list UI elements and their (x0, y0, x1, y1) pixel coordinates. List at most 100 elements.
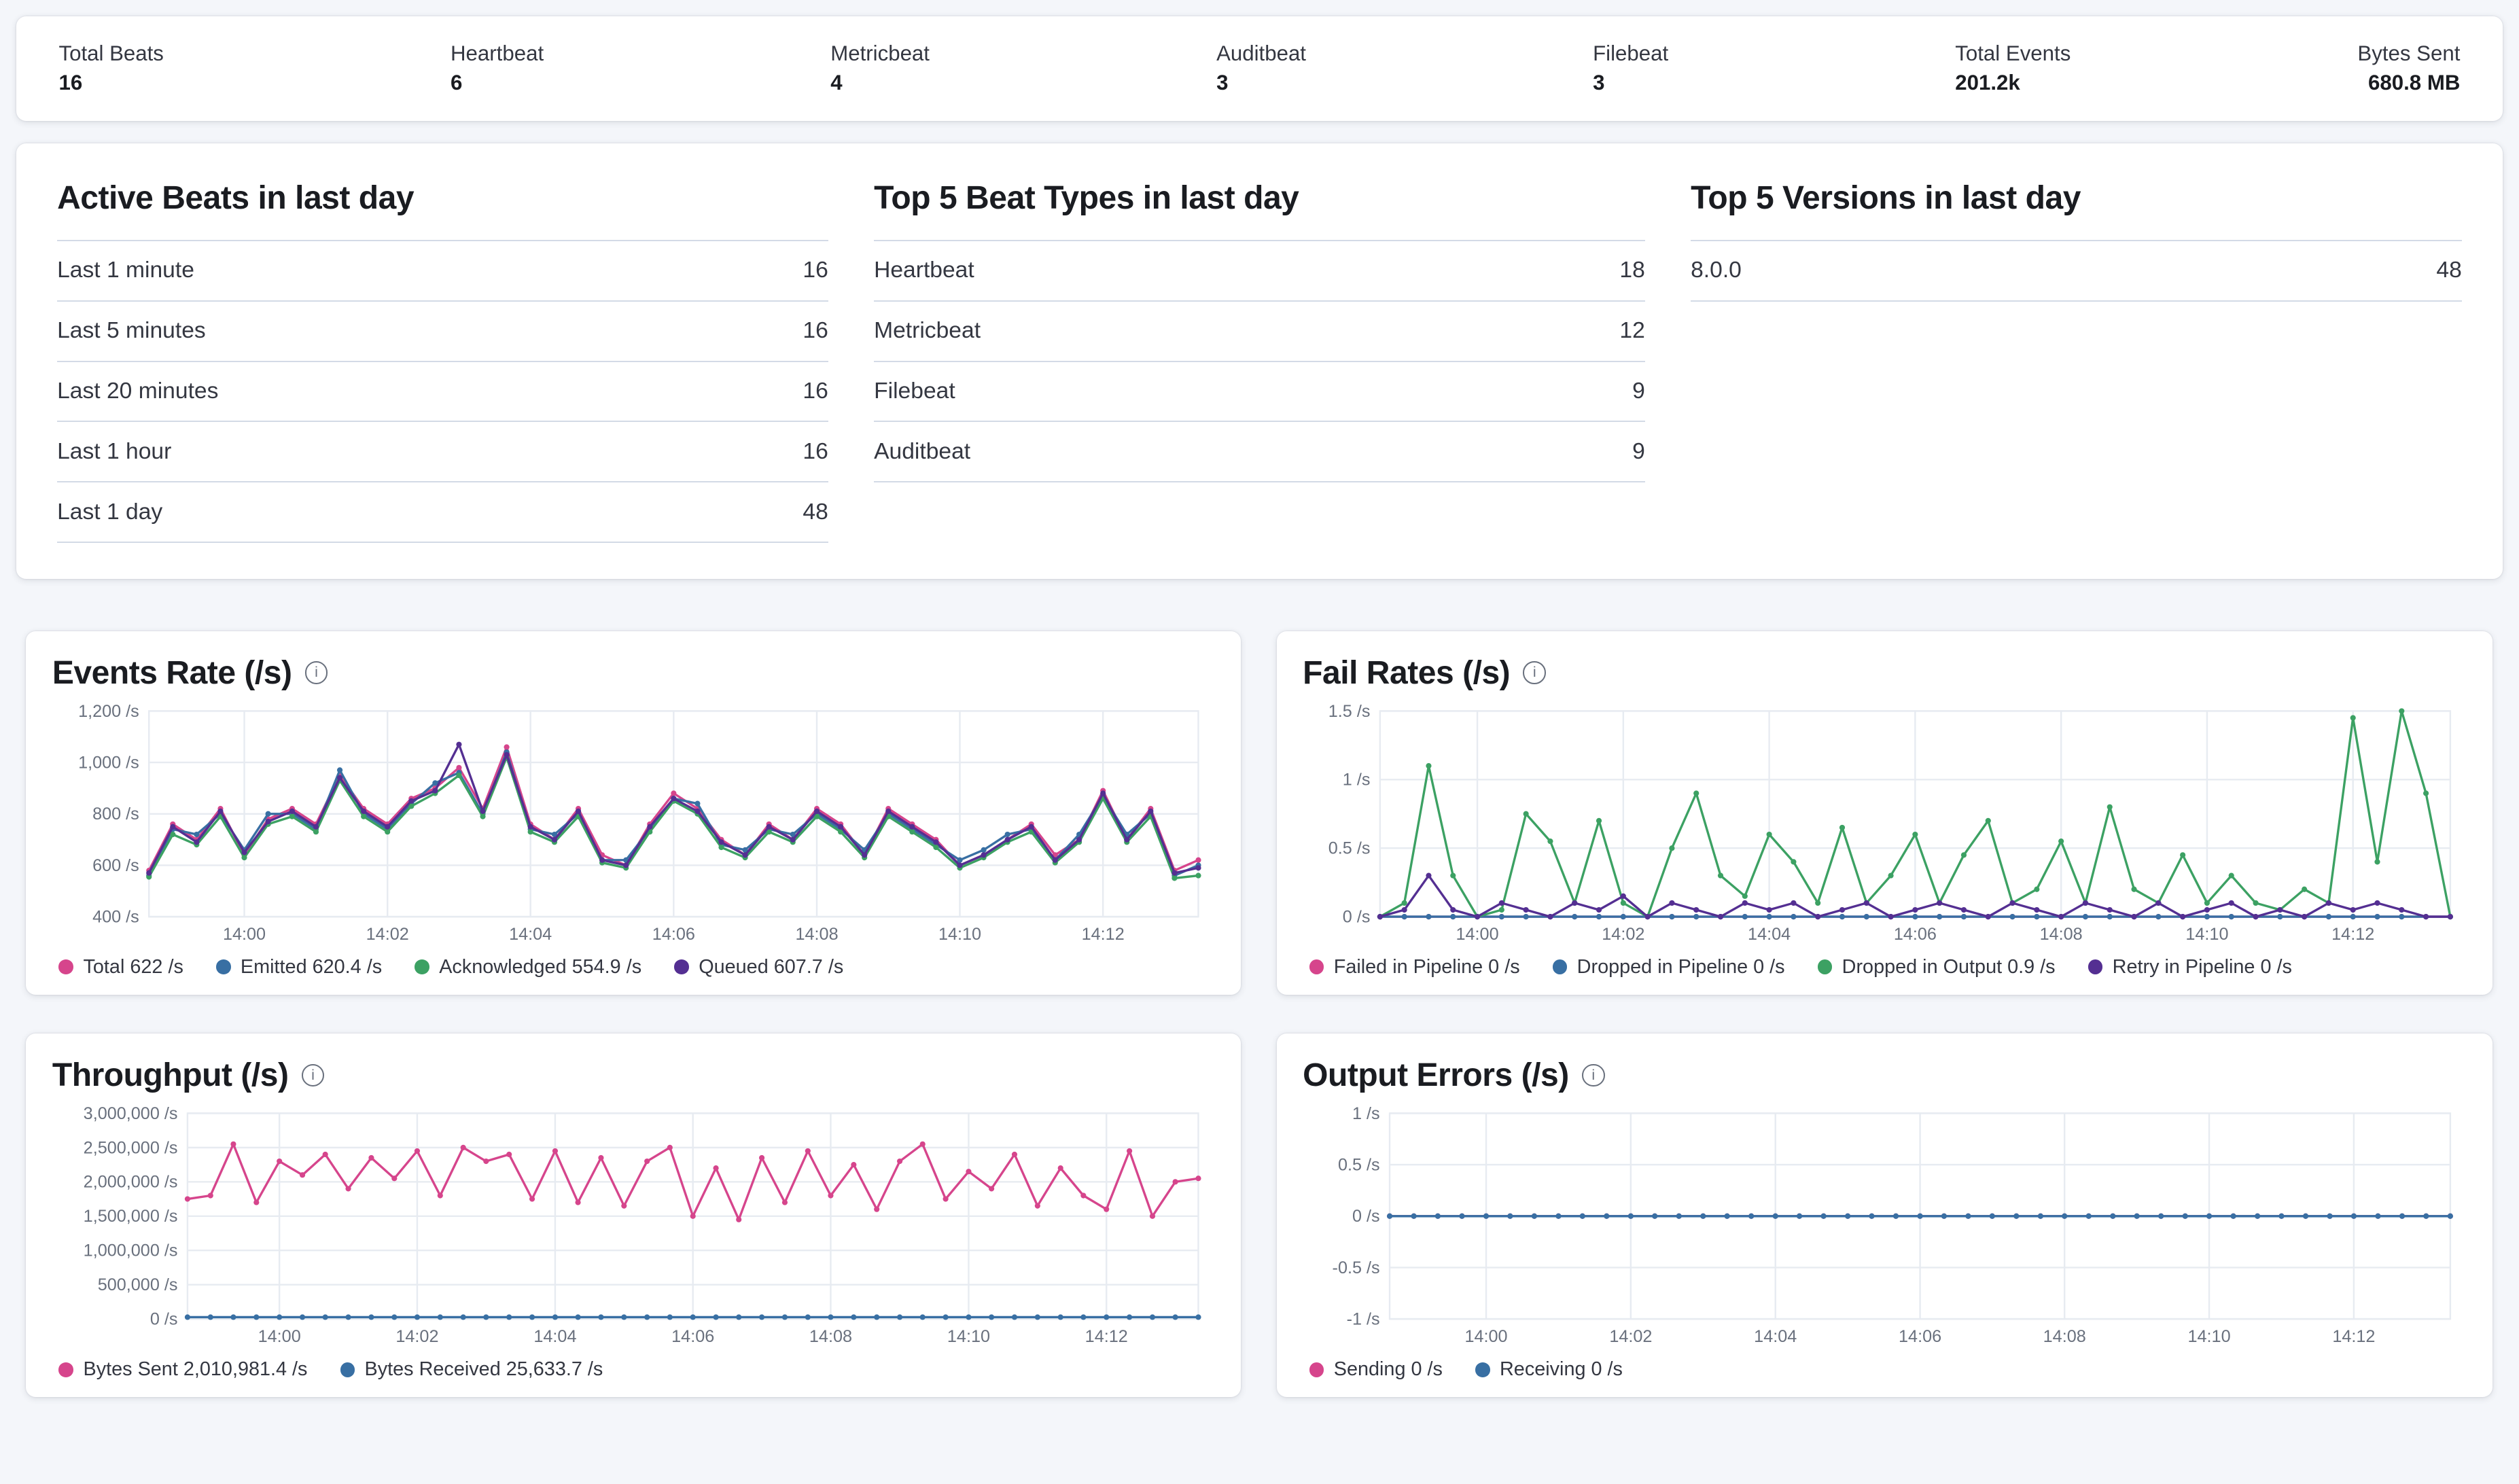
row-label: Auditbeat (874, 438, 971, 464)
svg-text:500,000 /s: 500,000 /s (98, 1276, 178, 1295)
legend-item-bytes-sent[interactable]: Bytes Sent 2,010,981.4 /s (58, 1358, 307, 1381)
svg-text:14:02: 14:02 (366, 925, 409, 944)
fail-rates-chart[interactable]: 1.5 /s 1 /s 0.5 /s 0 /s 14:00 14:02 14:04 14:06… (1303, 701, 2467, 949)
svg-text:1,000,000 /s: 1,000,000 /s (84, 1241, 178, 1260)
legend-label: Sending 0 /s (1333, 1358, 1443, 1381)
svg-text:1,000 /s: 1,000 /s (78, 753, 139, 772)
table-row: Heartbeat 18 (874, 241, 1645, 302)
table-row: Last 1 minute 16 (57, 241, 828, 302)
svg-text:14:10: 14:10 (947, 1327, 990, 1346)
table-row: Auditbeat 9 (874, 422, 1645, 483)
row-value: 48 (803, 499, 828, 525)
stat-label: Heartbeat (451, 41, 544, 66)
svg-text:14:08: 14:08 (809, 1327, 852, 1346)
legend-item-emitted[interactable]: Emitted 620.4 /s (215, 956, 382, 978)
legend-item-acknowledged[interactable]: Acknowledged 554.9 /s (415, 956, 641, 978)
info-icon[interactable]: i (304, 661, 328, 684)
legend-dot-icon (215, 959, 231, 975)
row-label: Metricbeat (874, 318, 981, 344)
stat-bytes-sent: Bytes Sent 680.8 MB (2357, 41, 2460, 95)
stat-label: Filebeat (1593, 41, 1669, 66)
stat-metricbeat: Metricbeat 4 (830, 41, 930, 95)
stat-value: 680.8 MB (2368, 71, 2461, 95)
table-title: Top 5 Versions in last day (1691, 180, 2081, 217)
output-errors-panel: Output Errors (/s) i 1 /s 0.5 /s 0 /s -0.5 … (1276, 1034, 2493, 1398)
legend-item-retry-pipeline[interactable]: Retry in Pipeline 0 /s (2088, 956, 2292, 978)
info-icon[interactable]: i (301, 1063, 325, 1087)
charts-grid: Events Rate (/s) i 1,200 /s 1,000 /s 800 /… (26, 631, 2493, 1398)
svg-text:800 /s: 800 /s (92, 805, 139, 824)
legend: Sending 0 /s Receiving 0 /s (1303, 1358, 2467, 1381)
legend-label: Retry in Pipeline 0 /s (2112, 955, 2292, 978)
stat-label: Bytes Sent (2357, 41, 2461, 66)
fail-rates-panel: Fail Rates (/s) i 1.5 /s 1 /s 0.5 /s 0 /s 14… (1276, 631, 2493, 995)
svg-text:14:00: 14:00 (1456, 925, 1499, 944)
stat-filebeat: Filebeat 3 (1593, 41, 1668, 95)
table-row: 8.0.0 48 (1691, 241, 2462, 302)
summary-tables-panel: Active Beats in last day Last 1 minute 1… (16, 143, 2503, 580)
chart-title: Output Errors (/s) (1303, 1057, 1569, 1094)
svg-text:0.5 /s: 0.5 /s (1338, 1156, 1380, 1175)
svg-text:14:04: 14:04 (1754, 1327, 1797, 1346)
info-icon[interactable]: i (1581, 1063, 1605, 1087)
table-row: Last 1 hour 16 (57, 422, 828, 483)
row-label: 8.0.0 (1691, 258, 1742, 283)
legend-label: Dropped in Pipeline 0 /s (1576, 955, 1785, 978)
legend-dot-icon (340, 1362, 355, 1377)
legend-item-dropped-pipeline[interactable]: Dropped in Pipeline 0 /s (1552, 955, 1785, 978)
legend-item-queued[interactable]: Queued 607.7 /s (674, 956, 843, 978)
stat-label: Total Events (1955, 41, 2071, 66)
legend-item-sending[interactable]: Sending 0 /s (1309, 1358, 1443, 1381)
legend-item-dropped-output[interactable]: Dropped in Output 0.9 /s (1817, 955, 2056, 978)
svg-text:0 /s: 0 /s (150, 1310, 178, 1329)
legend-item-failed-pipeline[interactable]: Failed in Pipeline 0 /s (1309, 956, 1520, 978)
stat-value: 3 (1216, 71, 1229, 95)
events-rate-chart[interactable]: 1,200 /s 1,000 /s 800 /s 600 /s 400 /s 14:00 1… (52, 701, 1215, 949)
svg-text:14:12: 14:12 (1082, 925, 1125, 944)
svg-text:14:02: 14:02 (1602, 925, 1644, 944)
legend-dot-icon (58, 959, 74, 975)
legend-label: Receiving 0 /s (1499, 1358, 1623, 1381)
info-icon[interactable]: i (1523, 661, 1547, 684)
legend-item-receiving[interactable]: Receiving 0 /s (1475, 1358, 1623, 1381)
legend-label: Failed in Pipeline 0 /s (1333, 955, 1520, 978)
throughput-panel: Throughput (/s) i 3,000,000 /s 2,500,000 … (26, 1034, 1241, 1398)
svg-text:14:08: 14:08 (795, 925, 838, 944)
row-value: 16 (803, 318, 828, 344)
svg-text:2,500,000 /s: 2,500,000 /s (84, 1139, 178, 1158)
table-row: Last 5 minutes 16 (57, 302, 828, 362)
legend-item-bytes-received[interactable]: Bytes Received 25,633.7 /s (340, 1358, 603, 1381)
svg-text:1,200 /s: 1,200 /s (78, 702, 139, 721)
throughput-chart[interactable]: 3,000,000 /s 2,500,000 /s 2,000,000 /s 1,50… (52, 1103, 1215, 1352)
legend-dot-icon (1552, 959, 1568, 975)
svg-text:1 /s: 1 /s (1343, 771, 1371, 790)
legend-label: Queued 607.7 /s (699, 955, 844, 978)
stat-label: Auditbeat (1216, 41, 1306, 66)
row-label: Last 5 minutes (57, 318, 206, 344)
svg-text:14:04: 14:04 (1748, 925, 1791, 944)
row-value: 16 (803, 438, 828, 464)
chart-title: Events Rate (/s) (52, 654, 292, 691)
table-row: Metricbeat 12 (874, 302, 1645, 362)
row-label: Last 1 hour (57, 438, 172, 464)
stat-value: 6 (451, 71, 463, 95)
beat-types-table: Top 5 Beat Types in last day Heartbeat 1… (874, 179, 1645, 543)
legend: Failed in Pipeline 0 /s Dropped in Pipel… (1303, 956, 2467, 978)
table-row: Filebeat 9 (874, 362, 1645, 423)
row-label: Filebeat (874, 378, 955, 404)
legend: Total 622 /s Emitted 620.4 /s Acknowledg… (52, 956, 1215, 978)
legend-dot-icon (1309, 959, 1324, 975)
svg-text:1,500,000 /s: 1,500,000 /s (84, 1207, 178, 1226)
chart-title: Fail Rates (/s) (1303, 654, 1511, 691)
legend-item-total[interactable]: Total 622 /s (58, 956, 183, 978)
legend-dot-icon (1309, 1362, 1324, 1377)
svg-text:14:12: 14:12 (2331, 925, 2374, 944)
row-value: 16 (803, 378, 828, 404)
output-errors-chart[interactable]: 1 /s 0.5 /s 0 /s -0.5 /s -1 /s 14:00 14:02 14:0… (1303, 1103, 2467, 1352)
legend-label: Dropped in Output 0.9 /s (1842, 955, 2056, 978)
table-title: Active Beats in last day (57, 180, 415, 217)
stat-value: 4 (830, 71, 843, 95)
stat-heartbeat: Heartbeat 6 (451, 41, 544, 95)
row-label: Heartbeat (874, 258, 974, 283)
svg-text:14:10: 14:10 (2185, 925, 2228, 944)
